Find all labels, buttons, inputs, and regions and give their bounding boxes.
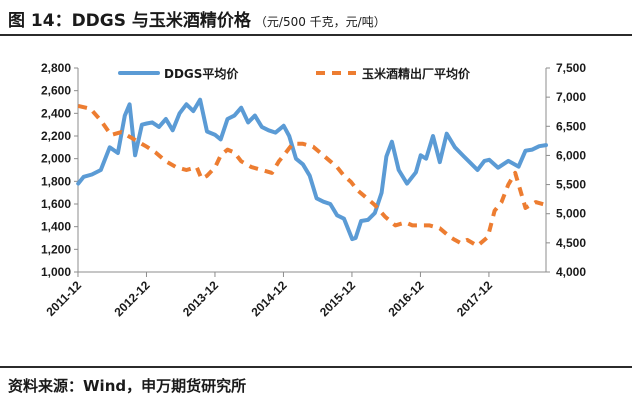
source-note: 资料来源：Wind，申万期货研究所 (8, 377, 247, 395)
y-right-tick-label: 7,500 (556, 61, 586, 75)
figure-title-text: 图 14：DDGS 与玉米酒精价格 (8, 11, 251, 31)
y-left-tick-label: 2,000 (41, 152, 71, 166)
y-left-tick-label: 2,400 (41, 106, 71, 120)
bottom-rule (0, 366, 632, 368)
x-tick-label: 2016-12 (386, 278, 427, 319)
y-right-tick-label: 6,000 (556, 148, 586, 162)
y-left-tick-label: 2,800 (41, 61, 71, 75)
series-group (76, 97, 548, 248)
corn-ethanol-price-line (77, 103, 547, 248)
y-left-tick-label: 2,600 (41, 84, 71, 98)
legend-label-ddgs: DDGS平均价 (164, 66, 239, 81)
x-tick-label: 2017-12 (454, 278, 495, 319)
figure-title: 图 14：DDGS 与玉米酒精价格 （元/500 千克，元/吨） (8, 6, 386, 31)
x-tick-label: 2011-12 (44, 278, 85, 319)
legend-label-corn-ethanol: 玉米酒精出厂平均价 (362, 66, 471, 81)
x-tick-label: 2015-12 (317, 278, 358, 319)
line-chart: 1,000 1,200 1,400 1,600 1,800 2,000 2,200 2,400… (41, 61, 586, 319)
y-left-tick-label: 1,600 (41, 197, 71, 211)
y-left-tick-label: 2,200 (41, 129, 71, 143)
ddgs-price-line (76, 97, 548, 242)
y-left-tick-label: 1,800 (41, 174, 71, 188)
x-tick-label: 2014-12 (249, 278, 290, 319)
y-right-tick-label: 7,000 (556, 90, 586, 104)
x-tick-label: 2012-12 (112, 278, 153, 319)
y-right-tick-label: 6,500 (556, 119, 586, 133)
figure-units: （元/500 千克，元/吨） (254, 15, 386, 29)
y-left-tick-label: 1,400 (41, 220, 71, 234)
top-rule (0, 34, 632, 36)
y-right-tick-label: 4,000 (556, 265, 586, 279)
x-tick-label: 2013-12 (180, 278, 221, 319)
y-right-tick-label: 5,000 (556, 207, 586, 221)
y-left-tick-label: 1,000 (41, 265, 71, 279)
y-right-tick-label: 5,500 (556, 178, 586, 192)
figure-header: 图 14：DDGS 与玉米酒精价格 （元/500 千克，元/吨） (0, 0, 632, 34)
y-right-tick-label: 4,500 (556, 236, 586, 250)
legend: DDGS平均价 玉米酒精出厂平均价 (118, 66, 471, 81)
y-left-tick-label: 1,200 (41, 242, 71, 256)
